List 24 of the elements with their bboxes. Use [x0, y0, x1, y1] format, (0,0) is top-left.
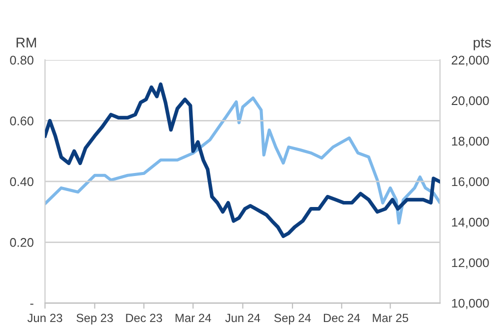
y2-tick-label: 10,000: [452, 298, 489, 310]
y-tick-label: 0.60: [10, 116, 34, 126]
x-tick-label: Dec 24: [324, 314, 360, 322]
y2-tick-label: 18,000: [452, 136, 489, 148]
y2-axis-title: pts: [474, 38, 491, 50]
y2-tick-label: 12,000: [452, 258, 489, 269]
x-tick-label: Sep 23: [76, 314, 113, 324]
y2-tick-label: 14,000: [452, 218, 489, 228]
y-tick-label: 0.80: [10, 56, 34, 65]
y-tick-label: 0.20: [10, 238, 34, 247]
y-axis-title: RM: [16, 38, 36, 48]
x-tick-label: Mar 24: [176, 314, 212, 322]
x-tick-label: Jun 24: [225, 314, 260, 322]
y2-tick-label: 22,000: [452, 56, 489, 66]
line-series: [45, 82, 440, 238]
x-tick-label: Sep 24: [274, 314, 311, 324]
line-series: [45, 96, 440, 225]
x-tick-label: Jun 23: [27, 314, 62, 322]
y-tick-label: 0.40: [10, 177, 34, 186]
y2-tick-label: 16,000: [452, 177, 489, 188]
y-tick-label: -: [30, 304, 34, 305]
y2-tick-label: 20,000: [452, 96, 489, 107]
x-tick-label: Dec 23: [126, 314, 162, 322]
x-tick-label: Mar 25: [372, 314, 408, 322]
